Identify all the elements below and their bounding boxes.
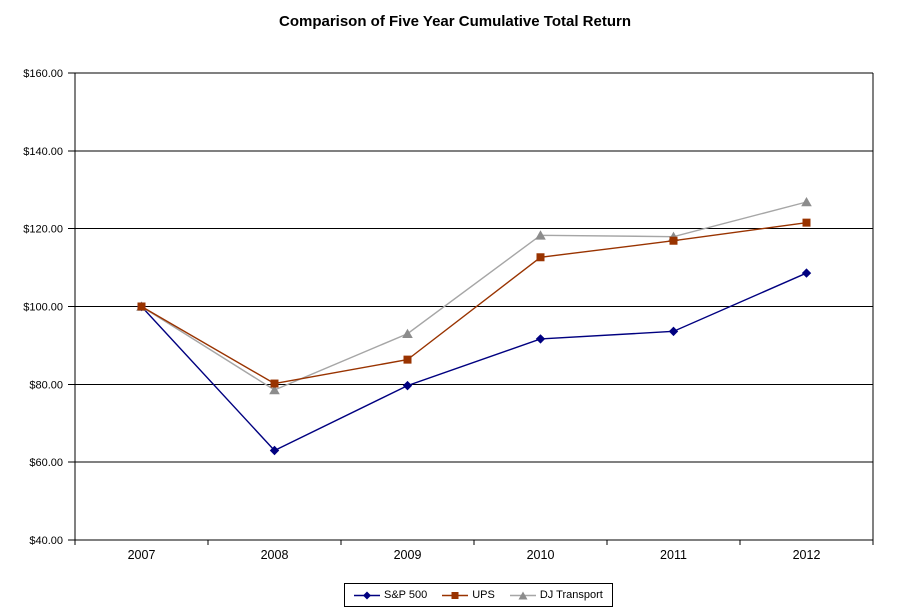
series-line-ups	[141, 221, 807, 385]
x-axis-tick-label: 2011	[660, 548, 687, 562]
y-axis-tick-label: $40.00	[29, 535, 63, 547]
y-axis-tick-label: $80.00	[29, 379, 63, 391]
series-marker-s-p-500	[269, 445, 280, 456]
legend-square-marker-icon	[442, 591, 469, 599]
series-marker-ups	[137, 302, 146, 311]
x-axis-tick-label: 2007	[128, 548, 156, 562]
y-axis-tick-label: $100.00	[23, 302, 63, 314]
legend-item-label: UPS	[472, 589, 495, 601]
series-marker-ups	[270, 379, 279, 388]
y-axis-tick-label: $60.00	[29, 457, 63, 469]
series-marker-dj-transport	[535, 230, 546, 240]
legend-item-dj-transport: DJ Transport	[509, 589, 603, 601]
series-marker-ups	[536, 253, 545, 262]
x-axis-tick-label: 2008	[261, 548, 289, 562]
series-marker-s-p-500	[801, 268, 812, 278]
x-axis-tick-label: 2010	[527, 548, 555, 562]
legend-item-ups: UPS	[442, 589, 495, 601]
series-marker-ups	[802, 218, 811, 227]
series-line-s-p-500	[140, 272, 807, 452]
x-axis-tick-label: 2012	[793, 548, 821, 562]
chart-title: Comparison of Five Year Cumulative Total…	[278, 13, 632, 30]
series-marker-dj-transport	[801, 197, 812, 207]
series-line-dj-transport	[141, 201, 807, 391]
legend-diamond-marker-icon	[354, 591, 380, 599]
series-marker-s-p-500	[402, 380, 413, 391]
series-marker-s-p-500	[668, 326, 679, 337]
legend-item-label: S&P 500	[384, 589, 428, 601]
legend: S&P 500 UPS DJ Transport	[344, 583, 613, 607]
series-marker-ups	[403, 355, 412, 364]
legend-triangle-marker-icon	[509, 591, 536, 599]
series-marker-dj-transport	[269, 384, 280, 395]
y-axis-tick-label: $160.00	[23, 68, 63, 80]
y-axis-tick-label: $120.00	[23, 224, 63, 236]
series-marker-dj-transport	[402, 328, 413, 339]
x-axis-tick-label: 2009	[394, 548, 422, 562]
series-marker-ups	[669, 236, 678, 245]
series-marker-s-p-500	[535, 334, 546, 344]
legend-item-label: DJ Transport	[539, 589, 603, 601]
legend-item-s-p-500: S&P 500	[354, 589, 427, 601]
y-axis-tick-label: $140.00	[23, 146, 63, 158]
